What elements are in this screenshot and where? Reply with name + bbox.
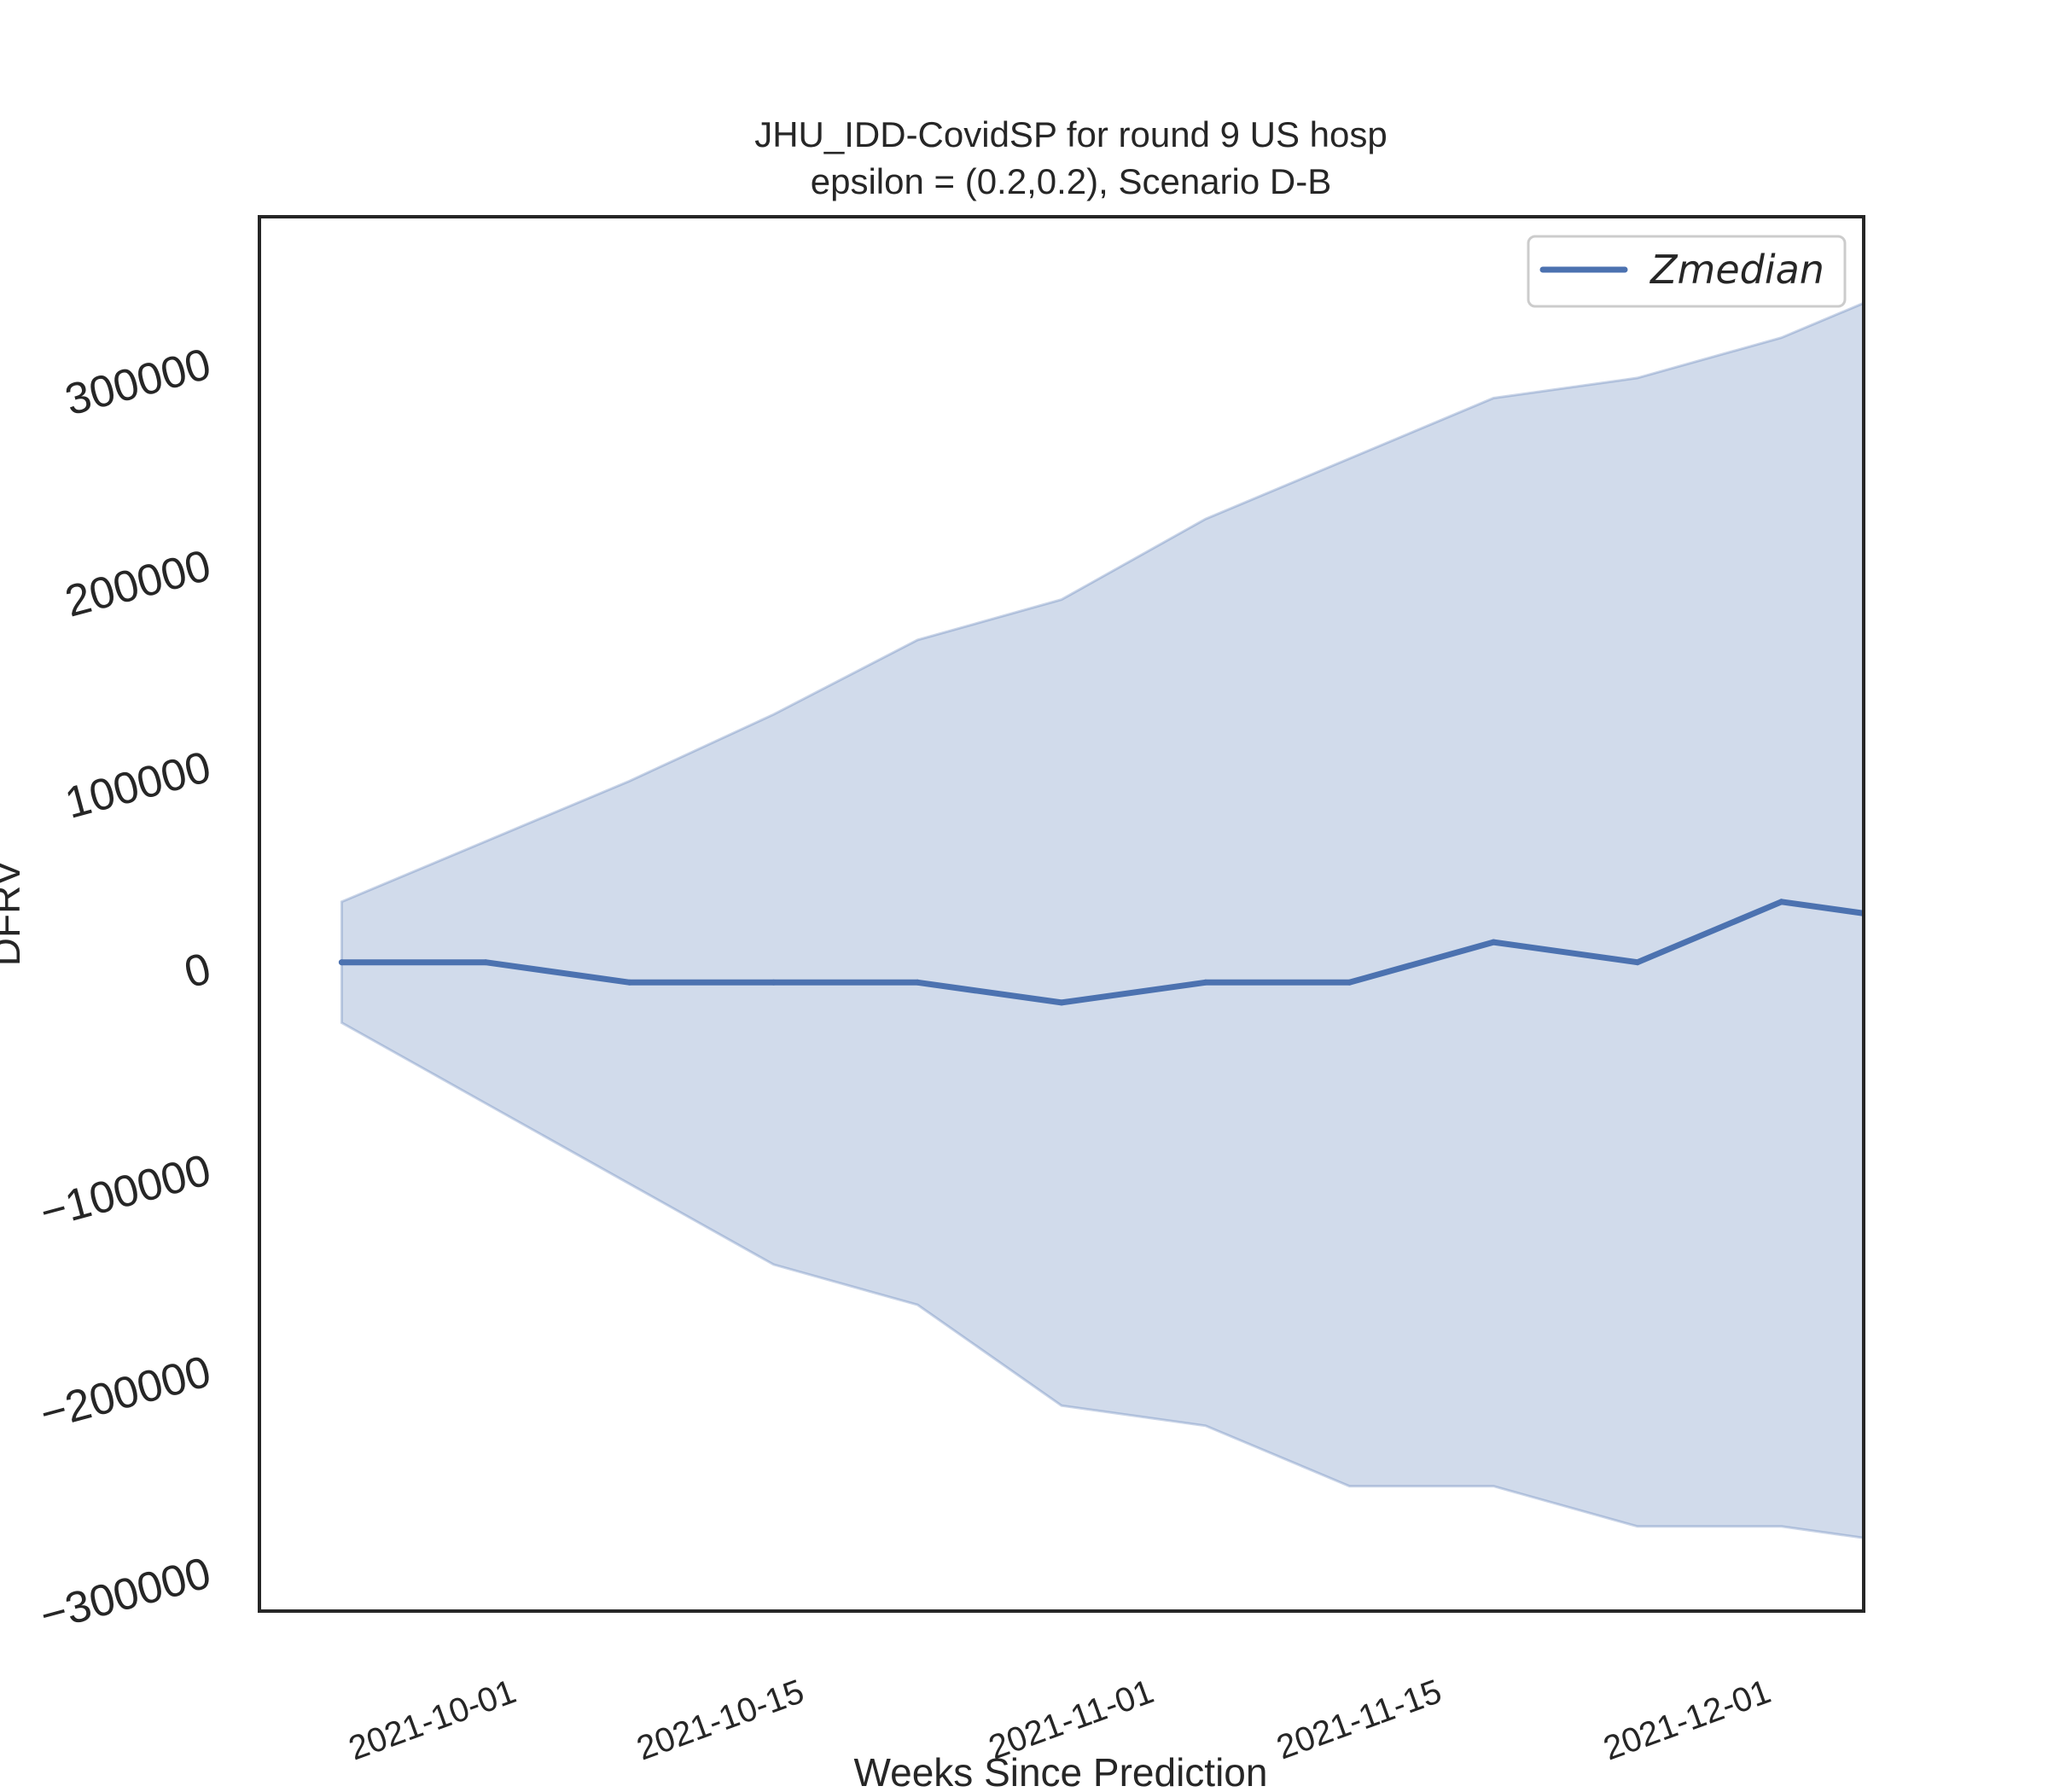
x-tick-label: 2021-10-15 xyxy=(632,1673,809,1767)
y-tick-label: 200000 xyxy=(60,541,216,627)
y-tick-label: 300000 xyxy=(60,340,216,426)
data-point xyxy=(1778,899,1785,905)
chart-title: JHU_IDD-CovidSP for round 9 US hosp xyxy=(754,114,1388,154)
y-tick-label: −200000 xyxy=(35,1347,216,1440)
data-point xyxy=(1202,979,1209,986)
legend-box xyxy=(1527,235,1847,308)
x-tick-label: 2021-11-15 xyxy=(1271,1673,1446,1766)
y-tick-label: 100000 xyxy=(60,742,216,829)
y-tick-label: 0 xyxy=(179,944,216,998)
data-point xyxy=(1490,939,1497,945)
data-point xyxy=(1634,959,1641,966)
data-point xyxy=(1923,919,1929,925)
x-tick-label: 2021-10-01 xyxy=(344,1673,521,1767)
legend-label-zmedian: Zmedian xyxy=(1649,247,1824,293)
data-point xyxy=(482,959,489,966)
y-axis-label: DFRV xyxy=(0,859,28,966)
x-tick-label: 2021-12-01 xyxy=(1598,1673,1775,1767)
uncertainty-band xyxy=(340,301,1864,1539)
plot-frame xyxy=(258,215,1865,1613)
data-point xyxy=(1058,999,1065,1006)
legend: Zmedian xyxy=(1527,235,1847,308)
data-point xyxy=(626,979,633,986)
plot-area xyxy=(338,301,1929,1539)
series-line-zmedian xyxy=(338,899,1864,1006)
y-axis-ticks: −300000 −200000 −100000 0 100000 200000 300000 xyxy=(35,340,216,1642)
data-point xyxy=(1346,979,1353,986)
data-point xyxy=(771,979,777,986)
y-tick-label: −300000 xyxy=(35,1548,216,1641)
y-tick-label: −100000 xyxy=(35,1145,216,1238)
chart-subtitle: epsilon = (0.2,0.2), Scenario D-B xyxy=(811,161,1331,201)
x-axis-label: Weeks Since Prediction xyxy=(854,1750,1268,1792)
data-point xyxy=(338,959,345,966)
data-point xyxy=(914,979,921,986)
